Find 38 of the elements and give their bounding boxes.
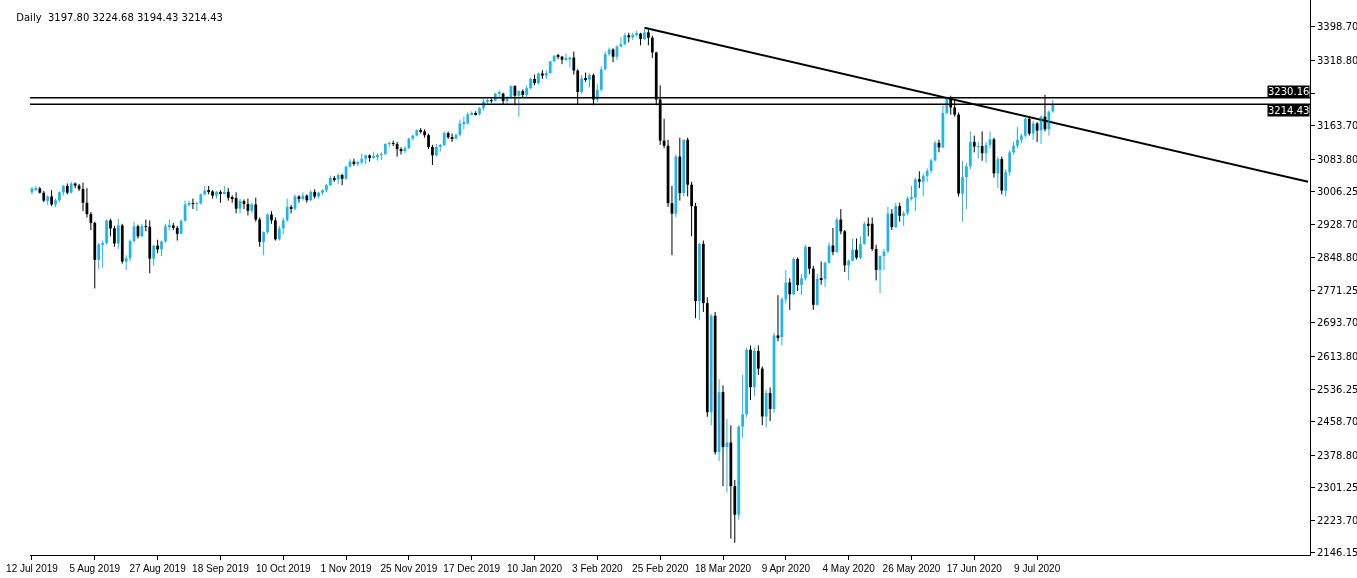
- x-tick-label: 10 Oct 2019: [256, 563, 311, 574]
- x-tick-label: 17 Dec 2019: [443, 563, 501, 574]
- y-tick-label: 2146.15: [1317, 547, 1357, 559]
- y-tick-label: 2613.80: [1317, 351, 1357, 363]
- y-tick-label: 2693.70: [1317, 317, 1357, 329]
- y-tick-label: 2301.25: [1317, 482, 1357, 494]
- x-tick-label: 17 Jun 2020: [946, 563, 1003, 574]
- y-tick-label: 3318.80: [1317, 55, 1357, 67]
- text: Daily 3197.80 3224.68 3194.43 3214.43: [16, 12, 223, 24]
- x-tick-label: 12 Jul 2019: [6, 563, 59, 574]
- x-tick-label: 26 May 2020: [882, 563, 941, 574]
- y-tick-label: 2458.70: [1317, 416, 1357, 428]
- y-tick-label: 3398.70: [1317, 21, 1357, 33]
- y-tick-label: 2378.80: [1317, 449, 1357, 461]
- y-tick-label: 2223.70: [1317, 514, 1357, 526]
- x-tick-label: 25 Nov 2019: [380, 563, 438, 574]
- x-tick-label: 27 Aug 2019: [129, 563, 187, 574]
- x-tick-label: 4 May 2020: [822, 563, 876, 574]
- x-tick-label: 18 Sep 2019: [192, 563, 250, 574]
- y-tick-label: 2928.70: [1317, 218, 1357, 230]
- y-tick-label: 3006.25: [1317, 186, 1357, 198]
- x-tick-label: 9 Jul 2020: [1014, 563, 1061, 574]
- y-tick-label: 2536.25: [1317, 383, 1357, 395]
- ref-line-label: 3230.16: [1268, 86, 1310, 97]
- x-tick-label: 10 Jan 2020: [507, 563, 563, 574]
- x-tick-label: 25 Feb 2020: [632, 563, 689, 574]
- y-tick-label: 3163.70: [1317, 120, 1357, 132]
- x-tick-label: 3 Feb 2020: [572, 563, 624, 574]
- ref-line-label: 3214.43: [1268, 105, 1310, 116]
- x-tick-label: 1 Nov 2019: [320, 563, 373, 574]
- y-tick-label: 3083.80: [1317, 153, 1357, 165]
- candlestick: [73, 182, 77, 189]
- y-tick-label: 2771.25: [1317, 284, 1357, 296]
- candlestick: [541, 69, 544, 80]
- x-tick-label: 18 Mar 2020: [694, 563, 752, 574]
- x-tick-label: 9 Apr 2020: [761, 563, 811, 574]
- y-tick-label: 2848.80: [1317, 252, 1357, 264]
- x-tick-label: 5 Aug 2019: [69, 563, 121, 574]
